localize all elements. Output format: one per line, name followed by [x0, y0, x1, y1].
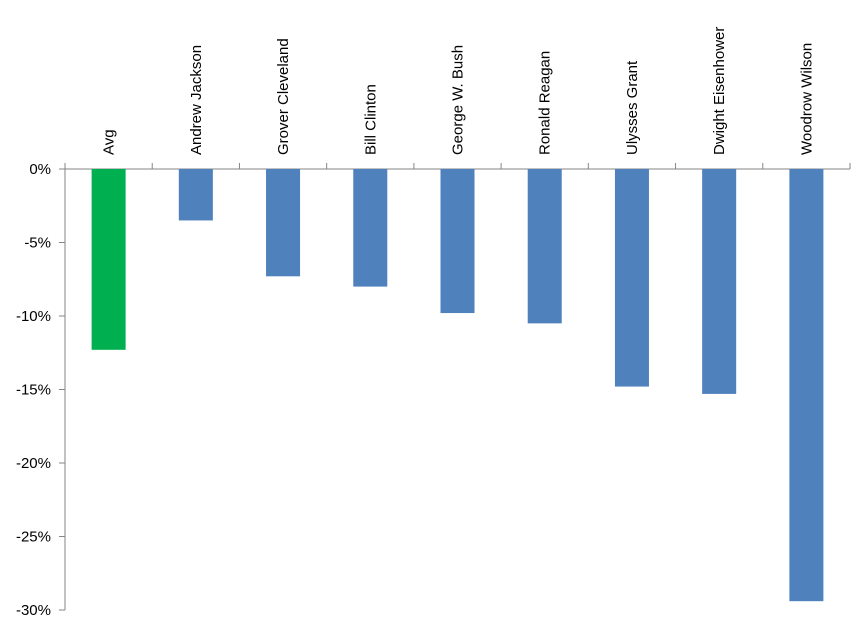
- category-label: Ronald Reagan: [537, 51, 554, 155]
- category-label: Woodrow Wilson: [798, 43, 815, 155]
- bar: [789, 169, 824, 602]
- y-tick-label: -25%: [16, 529, 51, 546]
- bars: [91, 169, 824, 602]
- category-label: Ulysses Grant: [624, 60, 641, 155]
- x-axis: [64, 163, 851, 170]
- y-tick-label: -10%: [16, 308, 51, 325]
- bar: [353, 169, 388, 287]
- y-axis: 0% -5% -10% -15% -20% -25% -30%: [16, 161, 66, 619]
- category-labels: Avg Andrew Jackson Grover Cleveland Bill Cl…: [101, 27, 816, 155]
- category-label: George W. Bush: [450, 45, 467, 155]
- category-label: Bill Clinton: [362, 84, 379, 155]
- bar: [440, 169, 475, 314]
- bar: [266, 169, 301, 277]
- category-label: Grover Cleveland: [275, 38, 292, 155]
- category-label: Andrew Jackson: [188, 45, 205, 155]
- y-tick-label: -20%: [16, 455, 51, 472]
- y-tick-label: -30%: [16, 602, 51, 619]
- y-tick-label: 0%: [29, 161, 51, 178]
- category-label: Avg: [101, 129, 118, 155]
- y-tick-label: -15%: [16, 382, 51, 399]
- bar: [614, 169, 649, 387]
- y-tick-label: -5%: [24, 235, 51, 252]
- category-label: Dwight Eisenhower: [711, 27, 728, 155]
- bar: [178, 169, 213, 221]
- bar: [702, 169, 737, 394]
- bar: [91, 169, 126, 350]
- bar: [527, 169, 562, 324]
